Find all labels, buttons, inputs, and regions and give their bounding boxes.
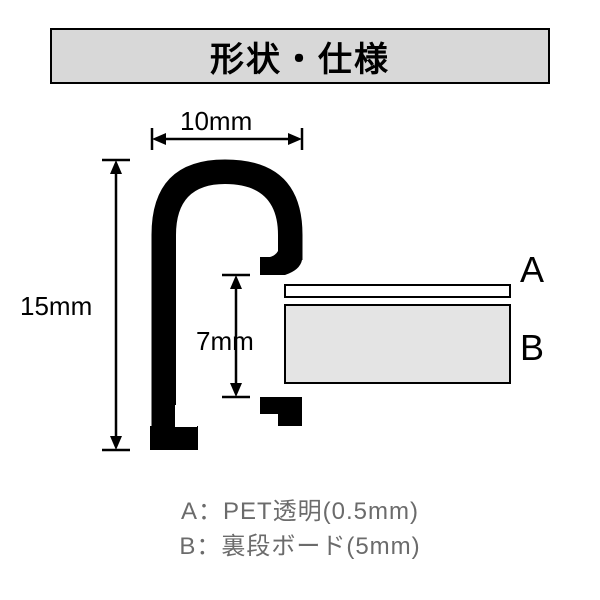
dim-left-arrow-b: [110, 436, 122, 450]
profile-foot: [150, 426, 198, 450]
profile-slot-white: [260, 258, 285, 414]
spec-diagram: A B 10mm 15mm 7mm: [0, 100, 600, 500]
layer-a-rect: [285, 285, 510, 297]
title-text: 形状・仕様: [210, 32, 390, 81]
dim-left-arrow-t: [110, 160, 122, 174]
legend-b: B：裏段ボード(5mm): [0, 530, 600, 565]
legend-a: A：PET透明(0.5mm): [0, 495, 600, 530]
layer-a-letter: A: [520, 249, 544, 290]
dim-top-arrow-l: [152, 133, 166, 145]
dim-slot-label: 7mm: [196, 326, 254, 356]
dim-top-label: 10mm: [180, 106, 252, 136]
slot-bottom-lip: [260, 397, 302, 414]
layer-b-letter: B: [520, 327, 544, 368]
title-bar: 形状・仕様: [50, 28, 550, 84]
dim-left-label: 15mm: [20, 291, 92, 321]
layer-b-rect: [285, 305, 510, 383]
legend: A：PET透明(0.5mm) B：裏段ボード(5mm): [0, 495, 600, 565]
profile-foot-cut: [175, 405, 197, 427]
dim-top-arrow-r: [288, 133, 302, 145]
slot-top-lip: [260, 257, 285, 275]
